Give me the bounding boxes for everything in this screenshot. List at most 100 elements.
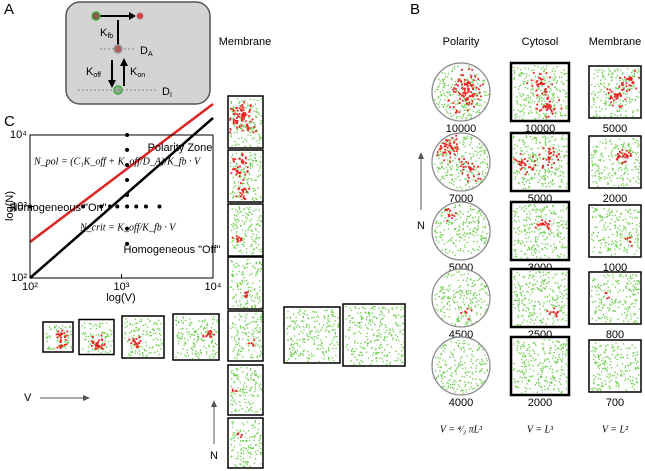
- particle: [617, 95, 619, 97]
- particle: [604, 87, 605, 88]
- particle: [559, 291, 560, 292]
- particle: [610, 223, 611, 224]
- particle: [61, 328, 62, 329]
- particle: [246, 437, 247, 438]
- particle: [445, 155, 446, 156]
- particle: [244, 333, 245, 334]
- particle: [560, 104, 561, 105]
- particle: [618, 162, 619, 163]
- particle: [234, 435, 235, 436]
- particle: [630, 232, 631, 233]
- particle: [598, 69, 599, 70]
- particle: [455, 212, 457, 214]
- particle: [592, 301, 593, 302]
- particle: [620, 70, 621, 71]
- particle: [480, 96, 482, 98]
- particle: [250, 290, 251, 291]
- particle: [601, 72, 602, 73]
- particle: [243, 458, 244, 459]
- particle: [450, 95, 451, 96]
- particle: [545, 179, 546, 180]
- particle: [105, 351, 106, 352]
- particle: [464, 232, 465, 233]
- particle: [233, 373, 234, 374]
- particle: [252, 436, 253, 437]
- particle: [594, 151, 595, 152]
- particle: [465, 161, 467, 163]
- particle: [232, 240, 233, 241]
- particle: [464, 349, 465, 350]
- particle: [556, 302, 557, 303]
- particle: [472, 147, 473, 148]
- particle: [441, 287, 442, 288]
- particle: [472, 298, 473, 299]
- particle: [449, 250, 450, 251]
- particle: [519, 111, 520, 112]
- particle: [625, 93, 626, 94]
- particle: [455, 104, 456, 105]
- particle: [457, 219, 458, 220]
- particle: [474, 284, 475, 285]
- particle: [478, 385, 479, 386]
- particle: [522, 154, 523, 155]
- particle: [562, 171, 563, 172]
- particle: [239, 116, 241, 118]
- particle: [238, 221, 239, 222]
- particle: [477, 223, 478, 224]
- particle: [466, 291, 467, 292]
- particle: [444, 306, 445, 307]
- particle: [529, 249, 530, 250]
- particle: [459, 240, 460, 241]
- particle: [462, 364, 463, 365]
- particle: [604, 316, 605, 317]
- particle: [462, 368, 463, 369]
- particle: [449, 166, 450, 167]
- particle: [535, 305, 536, 306]
- particle: [610, 290, 611, 291]
- particle: [515, 176, 516, 177]
- particle: [546, 113, 547, 114]
- particle: [560, 254, 561, 255]
- particle: [521, 158, 522, 159]
- particle: [255, 110, 256, 111]
- particle: [601, 385, 602, 386]
- particle: [616, 84, 617, 85]
- particle: [455, 370, 456, 371]
- particle: [460, 348, 461, 349]
- particle: [234, 296, 235, 297]
- particle: [475, 167, 476, 168]
- particle: [236, 163, 237, 164]
- particle: [543, 348, 544, 349]
- particle: [249, 440, 250, 441]
- particle: [466, 220, 467, 221]
- particle: [622, 82, 624, 84]
- particle: [542, 235, 543, 236]
- particle: [445, 249, 446, 250]
- particle: [458, 94, 459, 95]
- particle: [637, 110, 638, 111]
- particle: [472, 186, 473, 187]
- particle: [532, 365, 533, 366]
- particle: [617, 374, 618, 375]
- particle: [618, 384, 619, 385]
- particle: [562, 146, 563, 147]
- particle: [237, 286, 238, 287]
- particle: [476, 112, 477, 113]
- particle: [558, 217, 559, 218]
- particle: [566, 93, 567, 94]
- particle: [604, 304, 605, 305]
- particle: [231, 103, 232, 104]
- particle: [481, 370, 482, 371]
- particle: [88, 341, 89, 342]
- particle: [621, 105, 623, 107]
- particle: [560, 345, 561, 346]
- particle: [250, 212, 251, 213]
- particle: [559, 354, 560, 355]
- particle: [526, 371, 527, 372]
- particle: [237, 353, 238, 354]
- particle: [465, 389, 466, 390]
- particle: [254, 190, 255, 191]
- particle: [567, 108, 568, 109]
- particle: [601, 178, 602, 179]
- particle: [245, 107, 246, 108]
